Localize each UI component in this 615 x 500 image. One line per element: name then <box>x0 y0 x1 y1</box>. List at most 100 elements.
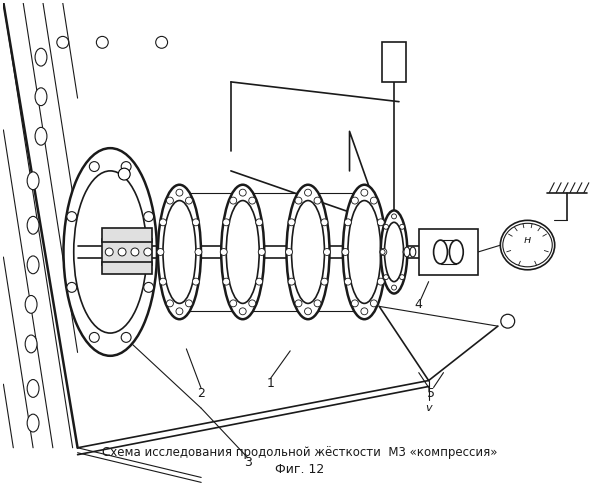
Circle shape <box>258 248 265 256</box>
Circle shape <box>392 285 397 290</box>
Circle shape <box>342 248 349 256</box>
Circle shape <box>223 219 230 226</box>
Ellipse shape <box>292 200 325 304</box>
Circle shape <box>323 248 330 256</box>
Circle shape <box>230 197 237 204</box>
Circle shape <box>220 248 227 256</box>
Ellipse shape <box>384 222 403 282</box>
Circle shape <box>167 300 173 307</box>
Ellipse shape <box>35 88 47 106</box>
Circle shape <box>105 248 113 256</box>
Circle shape <box>314 300 321 307</box>
Circle shape <box>361 308 368 315</box>
Ellipse shape <box>156 36 167 48</box>
Circle shape <box>121 162 131 172</box>
Circle shape <box>118 168 130 180</box>
Circle shape <box>403 250 408 254</box>
Circle shape <box>288 278 295 285</box>
Circle shape <box>295 300 302 307</box>
Text: 2: 2 <box>197 387 205 400</box>
Circle shape <box>256 278 263 285</box>
Circle shape <box>285 248 293 256</box>
Circle shape <box>380 248 387 256</box>
Circle shape <box>400 274 405 280</box>
Circle shape <box>176 189 183 196</box>
Circle shape <box>167 197 173 204</box>
Circle shape <box>67 282 77 292</box>
Circle shape <box>256 219 263 226</box>
Ellipse shape <box>158 184 201 319</box>
Ellipse shape <box>27 172 39 190</box>
Bar <box>102 262 152 274</box>
Circle shape <box>321 219 328 226</box>
Bar <box>382 42 406 82</box>
Circle shape <box>288 219 295 226</box>
Circle shape <box>89 162 99 172</box>
Circle shape <box>131 248 139 256</box>
Circle shape <box>239 189 246 196</box>
Text: 3: 3 <box>244 456 252 469</box>
Ellipse shape <box>27 380 39 398</box>
Circle shape <box>380 250 385 254</box>
Ellipse shape <box>343 184 386 319</box>
Text: Фиг. 12: Фиг. 12 <box>276 463 325 476</box>
Circle shape <box>351 300 359 307</box>
Circle shape <box>314 197 321 204</box>
Circle shape <box>223 278 230 285</box>
Circle shape <box>192 219 199 226</box>
Circle shape <box>501 314 515 328</box>
Circle shape <box>295 197 302 204</box>
Text: v: v <box>426 403 432 413</box>
Ellipse shape <box>226 200 259 304</box>
Text: Схема исследования продольной жёсткости  М3 «компрессия»: Схема исследования продольной жёсткости … <box>102 446 498 459</box>
Ellipse shape <box>434 240 448 264</box>
Circle shape <box>159 219 167 226</box>
Ellipse shape <box>27 216 39 234</box>
Ellipse shape <box>25 335 37 353</box>
Circle shape <box>384 274 389 280</box>
Ellipse shape <box>287 184 330 319</box>
Circle shape <box>144 248 152 256</box>
Circle shape <box>248 197 256 204</box>
Circle shape <box>67 212 77 222</box>
Ellipse shape <box>450 240 463 264</box>
Circle shape <box>344 278 351 285</box>
Circle shape <box>144 212 154 222</box>
Circle shape <box>192 278 199 285</box>
Circle shape <box>370 300 378 307</box>
Ellipse shape <box>57 36 69 48</box>
Circle shape <box>344 219 351 226</box>
Ellipse shape <box>381 210 407 294</box>
Ellipse shape <box>27 414 39 432</box>
Ellipse shape <box>221 184 264 319</box>
Circle shape <box>230 300 237 307</box>
Circle shape <box>351 197 359 204</box>
Circle shape <box>186 197 192 204</box>
Circle shape <box>392 214 397 219</box>
Circle shape <box>157 248 164 256</box>
Ellipse shape <box>35 128 47 145</box>
Bar <box>102 239 152 265</box>
Text: 1: 1 <box>266 377 274 390</box>
Ellipse shape <box>97 36 108 48</box>
Circle shape <box>384 224 389 230</box>
Ellipse shape <box>27 256 39 274</box>
Circle shape <box>378 219 384 226</box>
Ellipse shape <box>74 171 147 333</box>
Circle shape <box>176 308 183 315</box>
Circle shape <box>121 332 131 342</box>
Ellipse shape <box>35 48 47 66</box>
Circle shape <box>195 248 202 256</box>
Text: н: н <box>524 235 531 245</box>
Text: 5: 5 <box>427 387 435 400</box>
Circle shape <box>89 332 99 342</box>
Circle shape <box>118 248 126 256</box>
Ellipse shape <box>410 247 416 257</box>
Circle shape <box>378 278 384 285</box>
Circle shape <box>400 224 405 230</box>
Circle shape <box>144 282 154 292</box>
Text: 4: 4 <box>415 298 423 311</box>
Ellipse shape <box>348 200 381 304</box>
Circle shape <box>239 308 246 315</box>
Circle shape <box>186 300 192 307</box>
